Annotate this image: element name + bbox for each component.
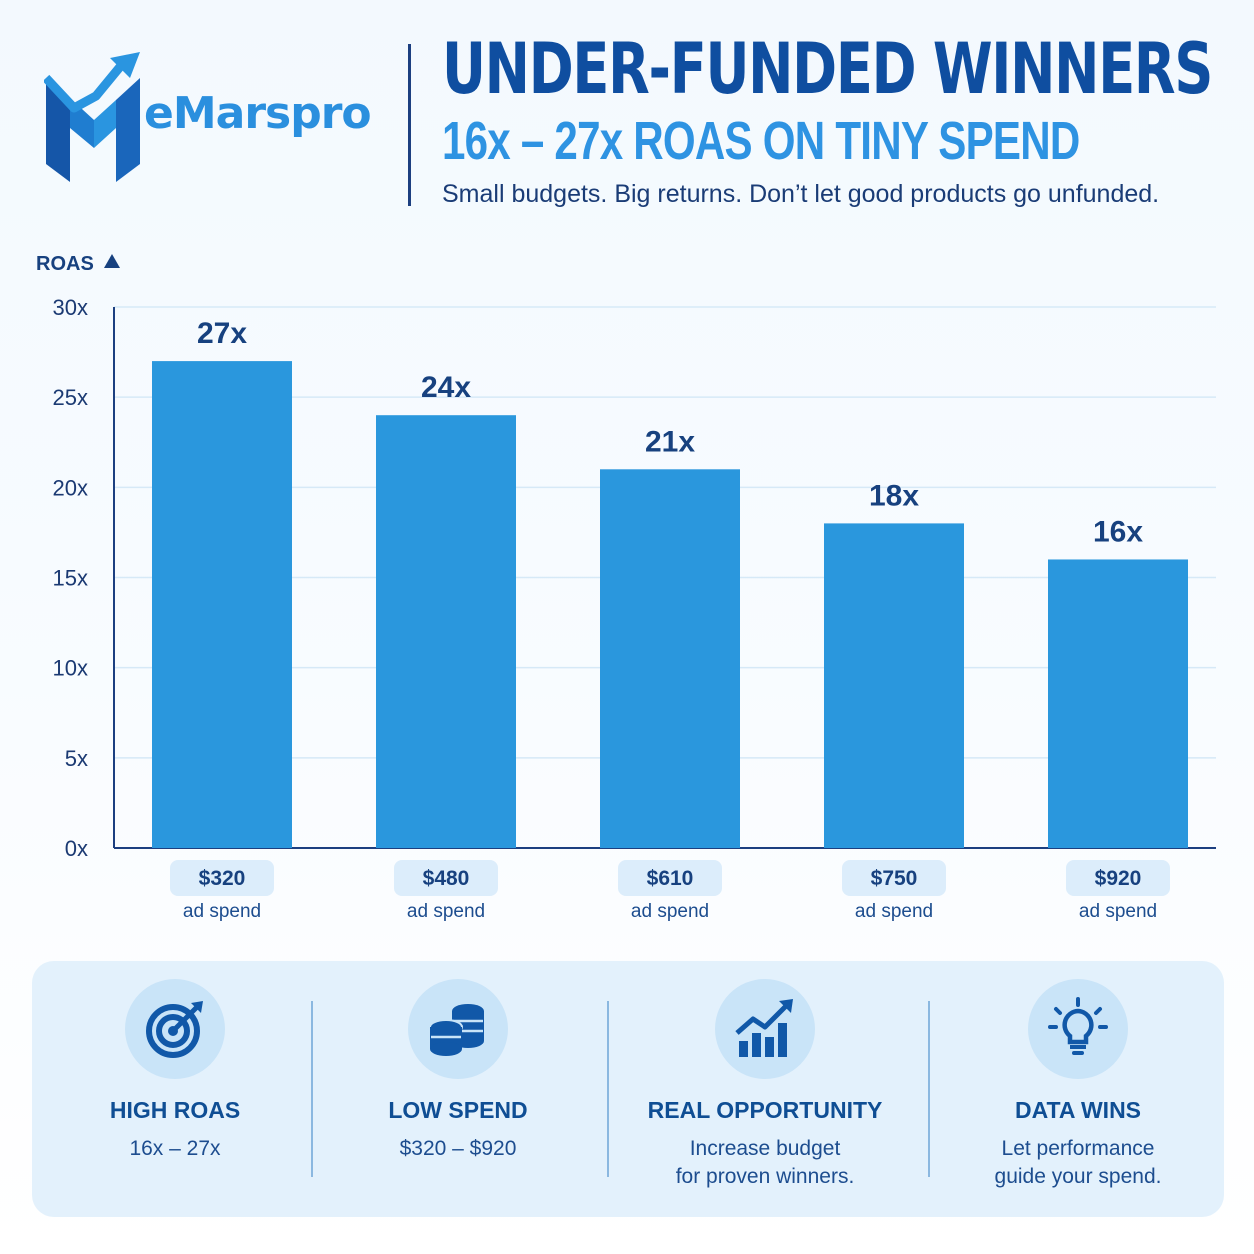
x-category-label: $610 [647, 867, 694, 890]
feature-separator [928, 1001, 930, 1177]
bar-data-label: 16x [1093, 515, 1143, 548]
feature-title: HIGH ROAS [109, 1097, 241, 1123]
y-tick-label: 30x [53, 295, 88, 320]
feature-high-roas: HIGH ROAS 16x – 27x [50, 961, 300, 1217]
tagline: Small budgets. Big returns. Don’t let go… [442, 180, 1160, 208]
feature-description: 16x – 27x [50, 1135, 300, 1163]
bar [824, 523, 964, 848]
page-subtitle: 16x – 27x ROAS ON TINY SPEND [442, 111, 1080, 171]
feature-icon-circle [1028, 979, 1128, 1079]
feature-description: $320 – $920 [328, 1135, 588, 1163]
y-tick-label: 5x [65, 746, 88, 771]
logo-mark-icon [42, 52, 140, 182]
spend-pill [170, 860, 274, 896]
growth-chart-icon [735, 999, 793, 1057]
x-category-sublabel: ad spend [631, 901, 709, 922]
feature-icon-circle [408, 979, 508, 1079]
page-title: UNDER-FUNDED WINNERS [442, 28, 1213, 110]
feature-title: REAL OPPORTUNITY [647, 1097, 883, 1123]
x-category-sublabel: ad spend [407, 901, 485, 922]
y-axis-title: ROAS [36, 253, 94, 275]
feature-separator [311, 1001, 313, 1177]
coins-icon [429, 1004, 484, 1056]
x-category-label: $480 [423, 867, 470, 890]
feature-title: LOW SPEND [388, 1097, 528, 1123]
feature-icon-circle [125, 979, 225, 1079]
x-category-sublabel: ad spend [183, 901, 261, 922]
target-icon [146, 1001, 203, 1058]
spend-pill [1066, 860, 1170, 896]
feature-line: 16x – 27x [129, 1137, 221, 1160]
spend-pill [618, 860, 722, 896]
feature-line: $320 – $920 [399, 1137, 517, 1160]
x-category-sublabel: ad spend [1079, 901, 1157, 922]
y-tick-label: 10x [53, 656, 88, 681]
header-divider [408, 44, 411, 206]
bar [376, 415, 516, 848]
bar [600, 469, 740, 848]
brand-name: eMarspro [144, 88, 372, 139]
spend-pill [394, 860, 498, 896]
feature-line: Let performance [1001, 1137, 1155, 1160]
bar-data-label: 24x [421, 371, 471, 404]
x-category-label: $750 [871, 867, 918, 890]
bar [152, 361, 292, 848]
x-category-label: $320 [199, 867, 246, 890]
feature-line: guide your spend. [994, 1165, 1162, 1188]
feature-panel: HIGH ROAS 16x – 27x LOW SPEND $320 – $92… [32, 961, 1224, 1217]
feature-separator [607, 1001, 609, 1177]
feature-line: for proven winners. [675, 1165, 855, 1188]
y-tick-label: 15x [53, 566, 88, 591]
x-category-sublabel: ad spend [855, 901, 933, 922]
spend-pill [842, 860, 946, 896]
bar-data-label: 27x [197, 317, 247, 350]
brand-logo: eMarspro [42, 48, 374, 188]
y-tick-label: 0x [65, 836, 88, 861]
feature-low-spend: LOW SPEND $320 – $920 [328, 961, 588, 1217]
feature-line: Increase budget [689, 1137, 841, 1160]
feature-real-opportunity: REAL OPPORTUNITY Increase budget for pro… [622, 961, 908, 1217]
feature-icon-circle [715, 979, 815, 1079]
feature-data-wins: DATA WINS Let performance guide your spe… [952, 961, 1204, 1217]
y-tick-label: 25x [53, 385, 88, 410]
axis-arrow-icon [104, 254, 120, 268]
lightbulb-icon [1048, 997, 1108, 1055]
bar [1048, 559, 1188, 848]
x-category-label: $920 [1095, 867, 1142, 890]
roas-bar-chart: ROAS 0x 5x 10x 15x 20x 25x 30x 27x $320 ad spend 24… [36, 253, 1216, 922]
y-tick-label: 20x [53, 475, 88, 500]
bar-data-label: 18x [869, 479, 919, 512]
bar-data-label: 21x [645, 425, 695, 458]
feature-description: Let performance guide your spend. [952, 1135, 1204, 1191]
feature-title: DATA WINS [1014, 1097, 1142, 1123]
feature-description: Increase budget for proven winners. [622, 1135, 908, 1191]
